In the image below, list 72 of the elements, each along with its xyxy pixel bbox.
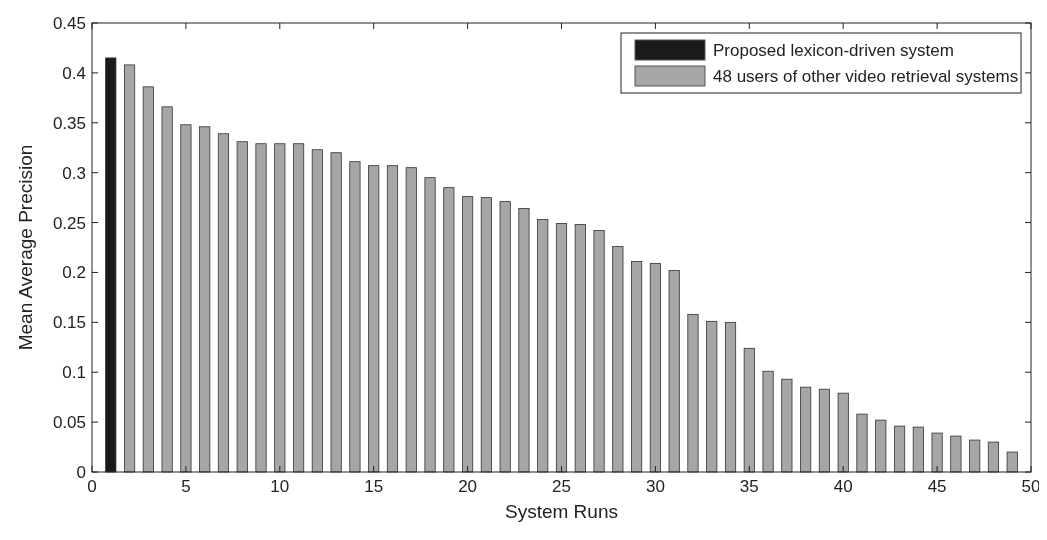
x-tick-label: 45 [927, 477, 947, 496]
bar [743, 347, 755, 473]
x-tick-label: 30 [645, 477, 665, 496]
bar [274, 143, 286, 473]
bar [574, 224, 586, 473]
bar [293, 143, 305, 473]
bar [612, 246, 624, 473]
bar [875, 419, 887, 473]
y-tick-label: 0.1 [62, 363, 86, 383]
bar [499, 201, 511, 473]
bar [255, 143, 267, 473]
bar [236, 141, 248, 473]
legend-label: 48 users of other video retrieval systems [713, 66, 1019, 86]
y-tick-label: 0.15 [52, 313, 86, 333]
bar [405, 167, 417, 473]
y-tick-label: 0.2 [62, 263, 86, 283]
y-axis-title: Mean Average Precision [15, 144, 36, 351]
bar [330, 152, 342, 473]
y-tick-label: 0.05 [52, 413, 86, 433]
bar [518, 208, 530, 473]
x-axis-title: System Runs [505, 501, 618, 522]
bar [311, 149, 323, 473]
bar [368, 165, 380, 473]
bar [480, 197, 492, 473]
bar [349, 161, 361, 473]
bar [668, 270, 680, 473]
bar [931, 432, 943, 473]
x-tick-label: 40 [833, 477, 853, 496]
x-tick-label: 50 [1021, 477, 1041, 496]
x-tick-label: 5 [181, 477, 191, 496]
bar [537, 219, 549, 473]
bar [161, 106, 173, 473]
bar [893, 425, 906, 473]
bar [837, 392, 849, 473]
bar [593, 230, 605, 473]
y-tick-label: 0.3 [62, 163, 86, 183]
x-tick-label: 15 [364, 477, 384, 496]
bar [781, 378, 793, 473]
bar [124, 64, 136, 473]
bar [142, 86, 154, 473]
legend-label: Proposed lexicon-driven system [713, 40, 954, 60]
bar [180, 124, 192, 473]
x-tick-label: 25 [552, 477, 571, 496]
y-tick-label: 0.45 [52, 13, 86, 33]
y-tick-label: 0.35 [52, 113, 86, 133]
bar [800, 386, 812, 473]
x-tick-label: 20 [458, 477, 478, 496]
bar [631, 261, 643, 473]
bar [217, 133, 230, 473]
bar [912, 426, 924, 473]
bar [386, 165, 399, 473]
bar [950, 435, 962, 473]
bar [555, 223, 568, 473]
bar [424, 177, 436, 473]
y-tick-label: 0.4 [62, 63, 86, 83]
x-tick-label: 35 [739, 477, 759, 496]
bar [443, 187, 455, 473]
bar [1006, 451, 1018, 473]
bar [969, 439, 981, 473]
bar [856, 413, 868, 473]
bar [762, 370, 774, 473]
bar [724, 321, 737, 473]
bar [687, 313, 699, 473]
y-tick-label: 0 [76, 462, 86, 482]
bar [462, 196, 474, 473]
bar [649, 263, 661, 473]
x-tick-label: 10 [270, 477, 290, 496]
bar [818, 388, 830, 473]
bar [706, 320, 718, 473]
y-tick-label: 0.25 [52, 213, 86, 233]
bar [987, 441, 999, 473]
bar [199, 126, 211, 473]
